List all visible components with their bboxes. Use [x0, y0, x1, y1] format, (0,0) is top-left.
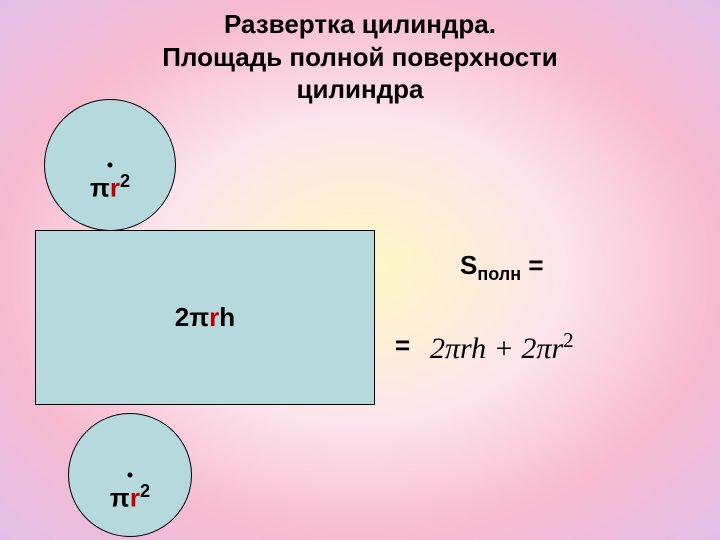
top-circle-center-dot	[108, 163, 113, 168]
formula-equals-2: =	[395, 330, 410, 361]
title-line-1: Развертка цилиндра.	[224, 9, 496, 39]
top-circle-label: πr2	[90, 171, 130, 204]
formula-s-symbol: S	[460, 250, 477, 280]
slide-title: Развертка цилиндра. Площадь полной повер…	[0, 0, 720, 106]
bottom-circle-label: πr2	[110, 481, 150, 514]
top-circle-exp: 2	[120, 171, 130, 191]
bottom-circle-center-dot	[128, 473, 133, 478]
lateral-rectangle: 2πrh	[35, 230, 375, 405]
bottom-circle-exp: 2	[140, 481, 150, 501]
title-line-3: цилиндра	[296, 74, 423, 104]
formula-rhs: 2πrh + 2πr2	[430, 328, 574, 366]
top-circle: πr2	[44, 99, 176, 231]
formula-equals-1: =	[528, 250, 543, 280]
formula-s-subscript: полн	[477, 264, 521, 284]
rect-formula-text: 2πrh	[175, 302, 235, 332]
top-circle-r: r	[110, 173, 120, 203]
bottom-circle: πr2	[68, 413, 192, 537]
top-circle-pi: π	[90, 173, 110, 203]
title-line-2: Площадь полной поверхности	[162, 42, 558, 72]
formula-lhs: Sполн =	[460, 250, 544, 285]
rect-label: 2πrh	[175, 302, 235, 333]
bottom-circle-r: r	[130, 483, 140, 513]
bottom-circle-pi: π	[110, 483, 130, 513]
